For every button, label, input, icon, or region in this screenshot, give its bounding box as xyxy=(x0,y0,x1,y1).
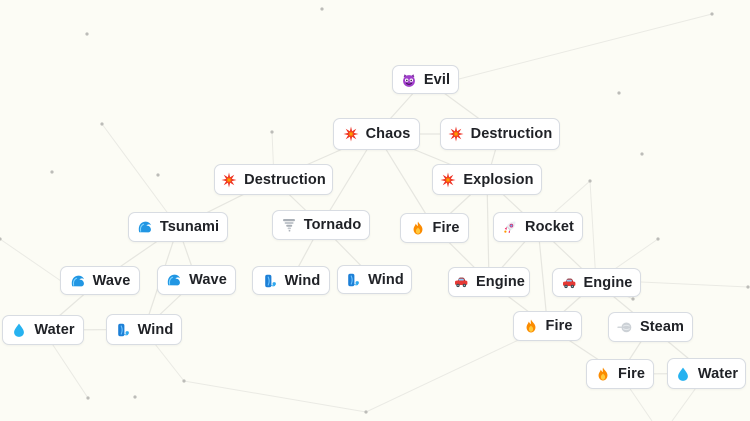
collision-icon xyxy=(440,172,456,188)
element-label: Wave xyxy=(189,272,227,288)
wind-icon xyxy=(345,272,361,288)
fire-icon xyxy=(523,318,539,334)
element-label: Destruction xyxy=(244,171,326,188)
droplet-icon xyxy=(11,322,27,338)
element-node-engine-1[interactable]: Engine xyxy=(448,267,530,297)
element-node-rocket[interactable]: Rocket xyxy=(493,212,583,242)
element-node-fire-2[interactable]: Fire xyxy=(513,311,582,341)
element-label: Engine xyxy=(583,274,633,291)
element-node-destruction-1[interactable]: Destruction xyxy=(440,118,560,150)
wind-icon xyxy=(262,273,278,289)
element-node-tornado[interactable]: Tornado xyxy=(272,210,370,240)
car-icon xyxy=(453,274,469,290)
element-label: Chaos xyxy=(365,126,411,142)
element-node-wind-3[interactable]: Wind xyxy=(106,314,182,345)
droplet-icon xyxy=(675,366,691,382)
wave-icon xyxy=(70,273,86,289)
collision-icon xyxy=(343,126,359,142)
element-node-fire-1[interactable]: Fire xyxy=(400,213,469,243)
element-node-wave-1[interactable]: Wave xyxy=(60,266,140,295)
element-label: Water xyxy=(34,322,75,338)
element-node-wind-1[interactable]: Wind xyxy=(252,266,330,295)
element-label: Explosion xyxy=(463,171,534,188)
element-node-steam[interactable]: Steam xyxy=(608,312,693,342)
element-label: Rocket xyxy=(525,219,574,235)
rocket-icon xyxy=(502,219,518,235)
element-node-explosion[interactable]: Explosion xyxy=(432,164,542,195)
element-node-destruction-2[interactable]: Destruction xyxy=(214,164,333,195)
element-label: Water xyxy=(697,365,739,382)
element-label: Engine xyxy=(476,274,525,290)
element-node-wave-2[interactable]: Wave xyxy=(157,265,236,295)
element-label: Wave xyxy=(92,272,131,289)
element-label: Tornado xyxy=(303,217,362,233)
element-label: Fire xyxy=(545,318,573,334)
element-node-water-1[interactable]: Water xyxy=(2,315,84,345)
wave-icon xyxy=(137,219,153,235)
element-label: Fire xyxy=(618,366,645,382)
tornado-icon xyxy=(281,217,297,233)
wind-icon xyxy=(115,322,131,338)
element-label: Tsunami xyxy=(159,219,220,235)
element-node-wind-2[interactable]: Wind xyxy=(337,265,412,294)
element-label: Fire xyxy=(432,220,460,236)
element-node-evil[interactable]: Evil xyxy=(392,65,459,94)
element-label: Wind xyxy=(368,271,404,288)
dash-icon xyxy=(617,319,633,335)
collision-icon xyxy=(221,172,237,188)
element-label: Wind xyxy=(137,321,174,338)
collision-icon xyxy=(448,126,464,142)
element-node-fire-3[interactable]: Fire xyxy=(586,359,654,389)
element-node-tsunami[interactable]: Tsunami xyxy=(128,212,228,242)
element-label: Destruction xyxy=(470,126,553,142)
element-label: Evil xyxy=(423,71,451,88)
car-icon xyxy=(561,275,577,291)
element-node-engine-2[interactable]: Engine xyxy=(552,268,641,297)
wave-icon xyxy=(166,272,182,288)
element-node-water-2[interactable]: Water xyxy=(667,358,746,389)
element-label: Wind xyxy=(284,272,321,289)
devil-icon xyxy=(401,72,417,88)
element-node-chaos[interactable]: Chaos xyxy=(333,118,420,150)
element-label: Steam xyxy=(639,319,685,335)
fire-icon xyxy=(410,220,426,236)
fire-icon xyxy=(595,366,611,382)
